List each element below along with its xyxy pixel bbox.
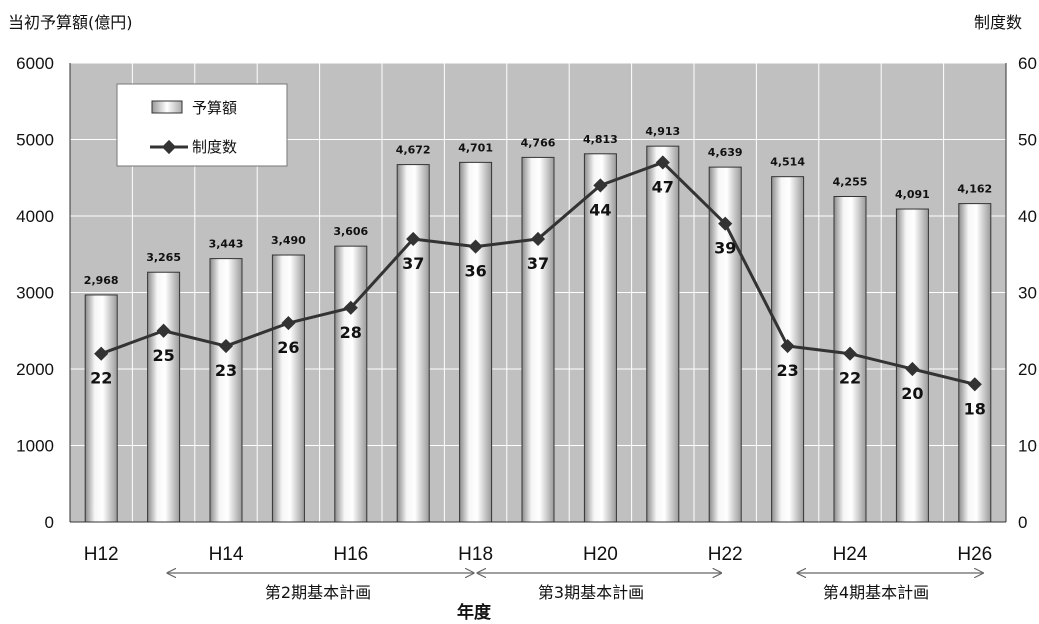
bars <box>84 145 992 523</box>
bar-value-label: 4,672 <box>396 144 431 157</box>
bar <box>521 156 555 523</box>
bar-value-label: 4,091 <box>895 188 930 201</box>
bar <box>84 294 118 523</box>
line-point <box>343 300 358 315</box>
line-point <box>281 316 296 331</box>
x-tick-label: H14 <box>209 544 244 565</box>
y-right-tick-label: 50 <box>1018 131 1037 150</box>
axes: 0 1000 2000 3000 4000 5000 6000 0 10 20 30 40 50 60 H1… <box>16 54 1037 565</box>
y-right-tick-label: 30 <box>1018 284 1037 303</box>
data-labels: 2,968 3,265 3,443 3,490 3,606 4,672 4,701 4,766… <box>84 125 992 418</box>
bar <box>708 166 742 523</box>
bar-value-label: 3,265 <box>146 251 181 264</box>
y-left-tick-label: 6000 <box>16 54 54 73</box>
line-point <box>94 346 109 361</box>
y-left-tick-label: 5000 <box>16 131 54 150</box>
bar <box>147 271 181 523</box>
x-axis-title: 年度 <box>457 602 492 623</box>
line-value-label: 28 <box>340 323 362 342</box>
bar-value-label: 4,639 <box>708 146 743 159</box>
y-left-axis-title: 当初予算額(億円) <box>8 13 133 32</box>
period-label: 第4期基本計画 <box>823 583 929 602</box>
bar-value-label: 4,255 <box>833 175 868 188</box>
bar-value-label: 4,766 <box>521 136 556 149</box>
line-point <box>967 377 982 392</box>
bar-value-label: 4,162 <box>957 183 992 196</box>
bar <box>459 161 493 523</box>
line-series <box>94 155 982 392</box>
line-value-label: 44 <box>589 200 611 219</box>
line-point <box>655 155 670 170</box>
x-tick-label: H26 <box>957 544 992 565</box>
line-point <box>905 361 920 377</box>
period-label: 第3期基本計画 <box>538 583 644 602</box>
bar <box>396 164 430 523</box>
line-value-label: 26 <box>277 338 299 357</box>
line-value-label: 22 <box>90 369 112 388</box>
period-label: 第2期基本計画 <box>265 583 371 602</box>
bar <box>334 245 368 523</box>
line-value-label: 20 <box>901 384 923 403</box>
y-right-axis-title: 制度数 <box>974 13 1022 32</box>
legend-marker <box>161 139 177 155</box>
bar <box>209 258 243 523</box>
line-value-label: 47 <box>652 177 674 196</box>
bar <box>958 203 992 523</box>
line-point <box>593 178 608 193</box>
bar-value-label: 4,913 <box>645 125 680 138</box>
x-tick-label: H22 <box>708 544 743 565</box>
y-right-tick-label: 20 <box>1018 360 1037 379</box>
bar-value-label: 2,968 <box>84 274 119 287</box>
line-point <box>718 216 733 231</box>
line-value-label: 39 <box>714 239 736 258</box>
bar-value-label: 3,443 <box>209 238 244 251</box>
legend-item-budget: 予算額 <box>192 99 237 117</box>
bar-value-label: 4,813 <box>583 133 618 146</box>
line-value-label: 23 <box>776 361 798 380</box>
x-tick-label: H24 <box>833 544 868 565</box>
y-right-tick-label: 40 <box>1018 207 1037 226</box>
period-annotations: 第2期基本計画 第3期基本計画 第4期基本計画 <box>168 573 983 602</box>
legend: 予算額 制度数 <box>116 83 288 167</box>
line-point <box>468 239 483 254</box>
line-point <box>780 338 795 354</box>
legend-item-count: 制度数 <box>192 138 237 156</box>
line-point <box>406 231 421 247</box>
legend-box <box>116 83 288 167</box>
bar-value-label: 3,490 <box>271 234 306 247</box>
y-left-tick-label: 3000 <box>16 284 54 303</box>
x-tick-label: H12 <box>84 544 119 565</box>
line-point <box>530 231 546 247</box>
line-point <box>842 346 858 361</box>
line-point <box>156 323 171 338</box>
x-tick-label: H20 <box>583 544 618 565</box>
bar-value-label: 4,514 <box>770 156 805 169</box>
y-right-tick-label: 0 <box>1018 513 1027 532</box>
line-point <box>218 338 234 354</box>
y-left-tick-label: 1000 <box>16 437 54 456</box>
line-value-label: 18 <box>964 399 986 418</box>
line-value-label: 36 <box>464 262 486 281</box>
line-value-label: 37 <box>402 254 424 273</box>
x-tick-label: H18 <box>458 544 493 565</box>
y-left-tick-label: 4000 <box>16 207 54 226</box>
y-left-tick-label: 2000 <box>16 360 54 379</box>
bar-value-label: 3,606 <box>333 225 368 238</box>
legend-bar-swatch <box>151 100 183 114</box>
y-right-tick-label: 60 <box>1018 54 1037 73</box>
line-value-label: 37 <box>527 254 549 273</box>
bar <box>646 145 680 523</box>
y-right-tick-label: 10 <box>1018 437 1037 456</box>
line-value-label: 25 <box>152 346 174 365</box>
line-value-label: 23 <box>215 361 237 380</box>
bar <box>271 254 305 523</box>
bar-value-label: 4,701 <box>458 141 493 154</box>
line-value-label: 22 <box>839 369 861 388</box>
y-left-tick-label: 0 <box>45 513 54 532</box>
x-tick-label: H16 <box>333 544 368 565</box>
